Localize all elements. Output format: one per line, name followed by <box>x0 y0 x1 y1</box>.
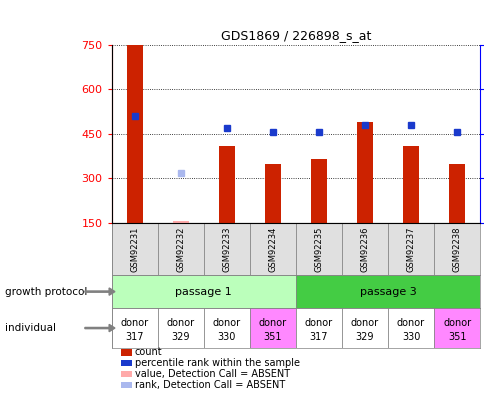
Bar <box>448 164 464 223</box>
Text: 317: 317 <box>309 332 328 342</box>
Bar <box>111 275 295 308</box>
Text: donor: donor <box>396 318 424 328</box>
Text: GSM92234: GSM92234 <box>268 226 277 272</box>
Bar <box>295 308 341 348</box>
Bar <box>356 122 372 223</box>
Bar <box>402 146 418 223</box>
Text: donor: donor <box>304 318 332 328</box>
Text: GSM92232: GSM92232 <box>176 226 185 272</box>
Text: 329: 329 <box>171 332 190 342</box>
Bar <box>157 308 203 348</box>
Text: count: count <box>135 347 162 357</box>
Text: GSM92236: GSM92236 <box>360 226 369 272</box>
Bar <box>172 221 188 223</box>
Text: percentile rank within the sample: percentile rank within the sample <box>135 358 299 368</box>
Bar <box>264 164 280 223</box>
Bar <box>341 308 387 348</box>
Text: 317: 317 <box>125 332 144 342</box>
Text: GSM92235: GSM92235 <box>314 226 323 272</box>
Text: GSM92237: GSM92237 <box>406 226 415 272</box>
Text: 329: 329 <box>355 332 374 342</box>
Title: GDS1869 / 226898_s_at: GDS1869 / 226898_s_at <box>220 29 370 42</box>
Text: donor: donor <box>166 318 194 328</box>
Text: value, Detection Call = ABSENT: value, Detection Call = ABSENT <box>135 369 289 379</box>
Bar <box>157 223 203 275</box>
Bar <box>218 146 234 223</box>
Text: growth protocol: growth protocol <box>5 287 87 296</box>
Bar <box>203 308 249 348</box>
Bar <box>387 223 433 275</box>
Text: passage 3: passage 3 <box>359 287 416 296</box>
Text: individual: individual <box>5 323 56 333</box>
Text: donor: donor <box>350 318 378 328</box>
Bar <box>249 308 295 348</box>
Bar <box>310 159 326 223</box>
Text: passage 1: passage 1 <box>175 287 232 296</box>
Text: GSM92238: GSM92238 <box>452 226 461 272</box>
Text: donor: donor <box>442 318 470 328</box>
Bar <box>295 223 341 275</box>
Bar <box>126 45 142 223</box>
Bar <box>433 308 479 348</box>
Bar <box>295 275 479 308</box>
Text: GSM92233: GSM92233 <box>222 226 231 272</box>
Text: donor: donor <box>212 318 240 328</box>
Text: 330: 330 <box>217 332 235 342</box>
Bar <box>111 308 157 348</box>
Text: donor: donor <box>258 318 286 328</box>
Text: 351: 351 <box>447 332 466 342</box>
Text: 330: 330 <box>401 332 419 342</box>
Bar <box>203 223 249 275</box>
Text: 351: 351 <box>263 332 282 342</box>
Bar <box>249 223 295 275</box>
Bar <box>111 223 157 275</box>
Text: rank, Detection Call = ABSENT: rank, Detection Call = ABSENT <box>135 380 285 390</box>
Bar <box>387 308 433 348</box>
Bar <box>433 223 479 275</box>
Bar <box>341 223 387 275</box>
Text: donor: donor <box>121 318 148 328</box>
Text: GSM92231: GSM92231 <box>130 226 139 272</box>
